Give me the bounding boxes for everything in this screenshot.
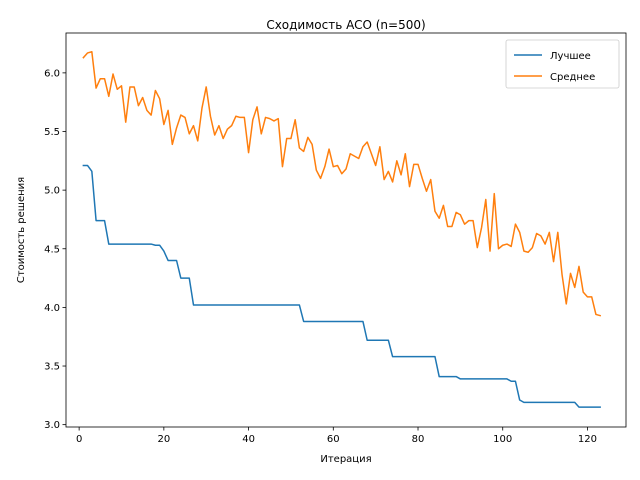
y-tick-label: 6.0 xyxy=(44,68,60,79)
y-tick-label: 4.0 xyxy=(44,303,60,314)
x-tick-label: 120 xyxy=(578,434,597,445)
y-tick-label: 5.5 xyxy=(44,127,60,138)
x-tick-label: 0 xyxy=(76,434,82,445)
x-tick-label: 60 xyxy=(327,434,340,445)
plot-frame xyxy=(65,32,627,428)
chart-title: Сходимость ACO (n=500) xyxy=(266,18,425,32)
x-tick-label: 40 xyxy=(242,434,255,445)
y-tick-label: 3.0 xyxy=(44,420,60,431)
x-tick-label: 80 xyxy=(412,434,425,445)
y-tick-label: 3.5 xyxy=(44,362,60,373)
legend-label-best: Лучшее xyxy=(550,51,591,62)
series-line-average xyxy=(82,51,602,317)
x-tick-label: 20 xyxy=(157,434,170,445)
y-axis-title: Стоимость решения xyxy=(16,177,27,283)
y-tick-label: 4.5 xyxy=(44,244,60,255)
legend-label-average: Среднее xyxy=(550,72,595,83)
x-axis-title: Итерация xyxy=(320,454,371,465)
x-tick-label: 100 xyxy=(493,434,512,445)
legend: Лучшее Среднее xyxy=(505,39,620,89)
y-tick-label: 5.0 xyxy=(44,186,60,197)
series-line-best xyxy=(82,164,601,408)
